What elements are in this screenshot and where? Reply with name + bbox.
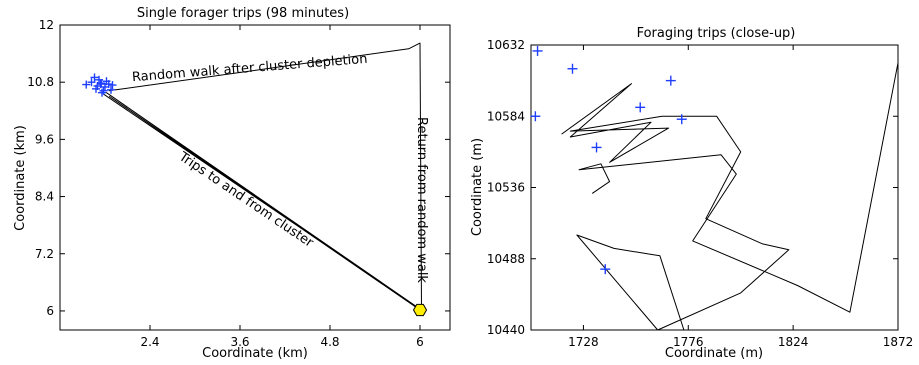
- nest-hexagon: [412, 303, 428, 317]
- y-tick-label: 10632: [487, 38, 525, 52]
- series-line: [561, 83, 790, 331]
- chart-left-xlabel: Coordinate (km): [202, 346, 308, 361]
- y-tick-label: 10488: [487, 252, 525, 266]
- chart-right-ticks: 1728 1776 1824 1872 10632 10584 10536 10488 1044…: [487, 38, 913, 349]
- chart-left-frame: [59, 24, 451, 331]
- chart-right-ylabel: Coordinate (m): [470, 138, 485, 236]
- chart-right-xlabel: Coordinate (m): [665, 346, 763, 361]
- series-line: [103, 92, 422, 311]
- y-tick-label: 9.6: [35, 132, 54, 146]
- y-tick-label: 10440: [487, 323, 525, 337]
- x-tick-label: 6: [416, 335, 424, 349]
- chart-right-title: Foraging trips (close-up): [637, 26, 796, 41]
- y-tick-label: 10536: [487, 181, 525, 195]
- chart-right-markers: [530, 45, 687, 275]
- y-tick-label: 12: [39, 18, 54, 32]
- chart-left: Single forager trips (98 minutes) 2.4 3.6…: [13, 6, 451, 361]
- x-tick-label: 1776: [673, 335, 704, 349]
- chart-right: Foraging trips (close-up) 1728 1776 1824 18…: [470, 26, 913, 361]
- chart-right-series: [561, 62, 899, 331]
- x-tick-label: 4.8: [320, 335, 339, 349]
- x-tick-label: 1872: [883, 335, 914, 349]
- chart-right-frame: [530, 44, 899, 331]
- chart-left-series: [103, 42, 422, 311]
- annotation-return: Return from random walk: [414, 117, 429, 283]
- x-tick-label: 1728: [568, 335, 599, 349]
- y-tick-label: 10584: [487, 109, 525, 123]
- y-tick-label: 7.2: [35, 247, 54, 261]
- chart-left-ylabel: Coordinate (km): [13, 125, 28, 231]
- series-line: [578, 62, 899, 313]
- y-tick-label: 8.4: [35, 190, 54, 204]
- chart-left-cluster: [82, 73, 117, 97]
- y-tick-label: 10.8: [27, 75, 54, 89]
- x-tick-label: 1824: [778, 335, 809, 349]
- series-line: [108, 42, 422, 311]
- x-tick-label: 2.4: [140, 335, 159, 349]
- x-tick-label: 3.6: [230, 335, 249, 349]
- chart-left-title: Single forager trips (98 minutes): [137, 6, 349, 21]
- annotation-random-walk: Random walk after cluster depletion: [131, 52, 368, 85]
- chart-left-ticks: 2.4 3.6 4.8 6 12 10.8 9.6 8.4 7.2 6: [27, 18, 450, 349]
- annotation-trips: Trips to and from cluster: [175, 149, 316, 251]
- y-tick-label: 6: [46, 304, 54, 318]
